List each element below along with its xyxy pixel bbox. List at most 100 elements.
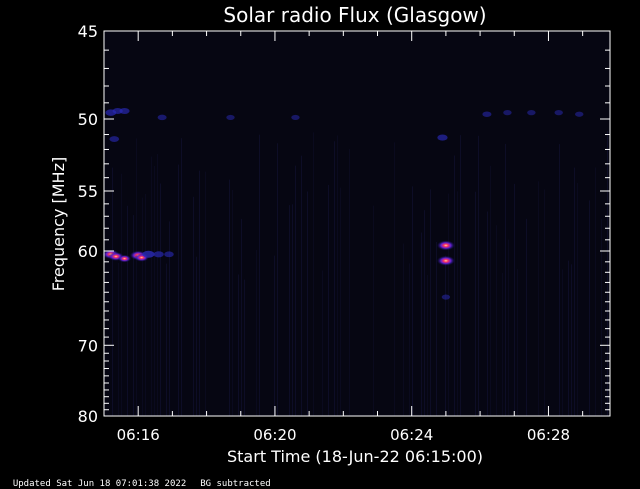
burst-marks xyxy=(102,107,584,300)
noise-stripe xyxy=(274,255,275,416)
x-tick-label: 06:24 xyxy=(390,426,433,444)
noise-stripe xyxy=(193,196,194,416)
noise-stripe xyxy=(196,256,197,416)
burst-mark xyxy=(226,114,235,121)
noise-stripe xyxy=(475,191,476,416)
noise-stripe xyxy=(595,167,596,416)
noise-stripe xyxy=(445,255,446,416)
noise-stripe xyxy=(490,165,491,416)
noise-stripe xyxy=(241,218,242,416)
noise-stripe xyxy=(181,138,182,416)
noise-stripe xyxy=(448,193,449,416)
noise-stripe xyxy=(244,279,245,416)
y-tick-label: 50 xyxy=(78,110,98,129)
noise-stripe xyxy=(145,193,146,416)
burst-mark xyxy=(503,110,512,116)
noise-stripe xyxy=(544,189,545,416)
noise-stripe xyxy=(403,243,404,416)
burst-mark xyxy=(109,136,120,142)
noise-stripe xyxy=(256,249,257,416)
noise-stripe xyxy=(229,179,230,416)
noise-stripe xyxy=(178,164,179,416)
noise-stripe xyxy=(307,191,308,416)
noise-stripe xyxy=(232,190,233,416)
y-tick-label: 55 xyxy=(78,182,98,201)
noise-stripe xyxy=(205,171,206,416)
burst-mark xyxy=(157,114,167,121)
burst-mark xyxy=(153,251,164,258)
burst-mark xyxy=(119,107,130,115)
noise-stripe xyxy=(157,154,158,417)
noise-stripe xyxy=(526,218,527,416)
noise-stripe xyxy=(118,262,119,416)
noise-stripe xyxy=(478,135,479,416)
noise-stripe xyxy=(508,239,509,416)
noise-stripe xyxy=(112,167,113,416)
background-noise xyxy=(112,131,608,417)
noise-stripe xyxy=(454,155,455,416)
plot-frame xyxy=(103,30,611,417)
noise-stripe xyxy=(259,134,260,416)
noise-stripe xyxy=(349,149,350,416)
noise-stripe xyxy=(457,191,458,416)
noise-stripe xyxy=(169,221,170,416)
noise-stripe xyxy=(292,204,293,416)
noise-stripe xyxy=(589,200,590,416)
noise-stripe xyxy=(607,131,608,416)
burst-mark xyxy=(575,111,584,117)
updated-timestamp: Updated Sat Jun 18 07:01:38 2022 xyxy=(12,479,187,489)
noise-stripe xyxy=(517,269,518,416)
noise-stripe xyxy=(394,142,395,417)
noise-stripe xyxy=(502,272,503,416)
noise-stripe xyxy=(562,269,563,416)
noise-stripe xyxy=(133,215,134,416)
bg-subtracted-note: BG subtracted xyxy=(200,479,271,489)
chart-title: Solar radio Flux (Glasgow) xyxy=(223,3,486,27)
burst-mark xyxy=(164,251,174,258)
x-tick-label: 06:16 xyxy=(117,426,160,444)
burst-mark xyxy=(437,134,448,141)
noise-stripe xyxy=(322,270,323,416)
noise-stripe xyxy=(505,143,506,416)
y-axis: 45 50 55 60 70 80 xyxy=(78,22,610,426)
noise-stripe xyxy=(412,186,413,416)
y-axis-label: Frequency [MHz] xyxy=(49,157,68,291)
noise-stripe xyxy=(121,173,122,416)
noise-stripe xyxy=(313,132,314,416)
noise-stripe xyxy=(277,143,278,416)
noise-stripe xyxy=(574,167,575,416)
noise-stripe xyxy=(577,183,578,416)
noise-stripe xyxy=(496,225,497,416)
footer: Updated Sat Jun 18 07:01:38 2022 BG subtr… xyxy=(2,469,285,489)
noise-stripe xyxy=(295,165,296,416)
noise-stripe xyxy=(538,181,539,416)
noise-stripe xyxy=(601,218,602,416)
noise-stripe xyxy=(460,135,461,416)
x-axis: 06:16 06:20 06:24 06:28 xyxy=(103,31,584,444)
x-tick-label: 06:28 xyxy=(527,426,570,444)
noise-stripe xyxy=(568,260,569,416)
noise-stripe xyxy=(160,183,161,416)
burst-mark xyxy=(436,240,455,251)
x-axis-label: Start Time (18-Jun-22 06:15:00) xyxy=(227,447,483,466)
plot-area xyxy=(104,31,610,416)
noise-stripe xyxy=(424,210,425,416)
noise-stripe xyxy=(238,274,239,416)
burst-mark xyxy=(142,250,155,258)
noise-stripe xyxy=(142,197,143,416)
burst-mark xyxy=(436,255,455,266)
noise-stripe xyxy=(328,184,329,416)
noise-stripe xyxy=(487,211,488,416)
noise-stripe xyxy=(514,183,515,416)
burst-mark xyxy=(117,254,132,263)
noise-stripe xyxy=(136,138,137,416)
noise-stripe xyxy=(199,170,200,416)
noise-stripe xyxy=(571,264,572,416)
noise-stripe xyxy=(559,144,560,416)
burst-mark xyxy=(291,114,300,121)
noise-stripe xyxy=(430,189,431,416)
noise-stripe xyxy=(127,205,128,416)
noise-stripe xyxy=(409,263,410,416)
noise-stripe xyxy=(151,156,152,417)
y-tick-label: 45 xyxy=(78,22,98,41)
